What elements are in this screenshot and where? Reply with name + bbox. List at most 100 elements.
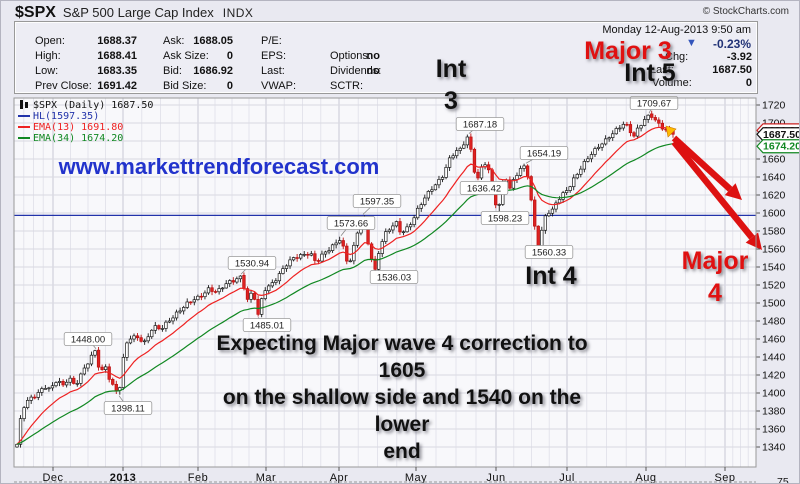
svg-text:Jun: Jun <box>486 472 505 484</box>
legend-text: $SPX (Daily) 1687.50 <box>33 100 154 111</box>
svg-text:Dec: Dec <box>42 472 63 484</box>
quote-label: Dividends: <box>330 65 382 77</box>
svg-text:1480: 1480 <box>762 316 786 328</box>
exchange: INDX <box>222 6 254 20</box>
quote-label: P/E: <box>261 35 282 47</box>
quote-label: Options: <box>330 50 371 62</box>
svg-text:1600: 1600 <box>762 208 786 220</box>
svg-text:1560.33: 1560.33 <box>532 248 566 259</box>
quote-value: 0 <box>226 50 233 62</box>
quote-label: High: <box>35 50 61 62</box>
quote-label: Prev Close: <box>35 80 92 92</box>
svg-text:1340: 1340 <box>762 442 786 454</box>
next-panel-partial-label: 75 <box>777 476 789 484</box>
svg-text:1540: 1540 <box>762 262 786 274</box>
svg-text:1460: 1460 <box>762 334 786 346</box>
legend-text: EMA(34) 1674.20 <box>33 133 124 144</box>
line-swatch-icon <box>18 122 30 131</box>
legend-text: EMA(13) 1691.80 <box>33 122 124 133</box>
svg-text:1400: 1400 <box>762 388 786 400</box>
quote-value: 1688.37 <box>97 35 137 47</box>
plot-border <box>13 97 757 468</box>
legend-item: EMA(13) 1691.80 <box>18 122 153 133</box>
quote-label: SCTR: <box>330 80 363 92</box>
svg-text:1660: 1660 <box>762 154 786 166</box>
svg-text:May: May <box>405 472 427 484</box>
legend-item: $SPX (Daily) 1687.50 <box>18 100 153 111</box>
symbol: $SPX <box>15 4 56 21</box>
legend-text: HL(1597.35) <box>33 111 100 122</box>
svg-text:1520: 1520 <box>762 280 786 292</box>
quote-value: 1688.05 <box>193 35 233 47</box>
down-triangle-icon: ▼ <box>686 37 697 49</box>
ema-13-line <box>16 126 674 445</box>
candlestick-icon <box>18 100 30 109</box>
forecast-note: Expecting Major wave 4 correction to 160… <box>216 331 588 463</box>
svg-text:1580: 1580 <box>762 226 786 238</box>
quote-label: Last: <box>261 65 285 77</box>
quote-label: VWAP: <box>261 80 297 92</box>
svg-text:1687.18: 1687.18 <box>463 120 497 131</box>
percent-change: -0.23% <box>712 37 751 51</box>
legend-item: HL(1597.35) <box>18 111 153 122</box>
quote-label: Bid: <box>163 65 182 77</box>
int-5-label: Int 5 <box>624 59 676 87</box>
price-callouts: 1448.00 1398.11 1530.94 1485.01 1573.66 1597.… <box>63 96 679 415</box>
major-4-label: Major 4 <box>681 247 749 307</box>
quote-label: Last: <box>650 64 674 76</box>
quote-value: no <box>366 50 380 62</box>
svg-text:Jul: Jul <box>559 472 575 484</box>
legend-item: EMA(34) 1674.20 <box>18 133 153 144</box>
svg-text:Feb: Feb <box>188 472 208 484</box>
svg-text:Sep: Sep <box>714 472 735 484</box>
quote-value: 1683.35 <box>97 65 137 77</box>
int-3-label: Int 3 <box>435 55 467 115</box>
quote-datetime: Monday 12-Aug-2013 9:50 am <box>602 24 751 36</box>
quote-value: 1686.92 <box>193 65 233 77</box>
svg-text:2013: 2013 <box>110 472 136 484</box>
quote-label: Volume: <box>652 77 692 89</box>
svg-text:1720: 1720 <box>762 100 786 112</box>
svg-text:1640: 1640 <box>762 172 786 184</box>
line-swatch-icon <box>18 111 30 120</box>
chart-title: $SPX S&P 500 Large Cap Index INDX <box>15 4 253 22</box>
svg-text:1687.50: 1687.50 <box>763 129 800 141</box>
line-swatch-icon <box>18 133 30 142</box>
svg-text:1620: 1620 <box>762 190 786 202</box>
svg-text:1536.03: 1536.03 <box>377 273 411 284</box>
svg-text:1597.35: 1597.35 <box>360 197 394 208</box>
svg-text:1420: 1420 <box>762 370 786 382</box>
quote-label: Bid Size: <box>163 80 207 92</box>
quote-value: -3.92 <box>726 51 752 63</box>
svg-text:1448.00: 1448.00 <box>71 335 105 346</box>
svg-text:1709.67: 1709.67 <box>637 99 671 110</box>
svg-text:1530.94: 1530.94 <box>235 259 269 270</box>
quote-label: Open: <box>35 35 65 47</box>
svg-text:Mar: Mar <box>256 472 276 484</box>
svg-text:1654.19: 1654.19 <box>527 149 561 160</box>
svg-text:1440: 1440 <box>762 352 786 364</box>
forecast-arrows <box>671 135 762 250</box>
quote-value: 0 <box>226 80 233 92</box>
svg-text:1500: 1500 <box>762 298 786 310</box>
quote-label: Chg: <box>665 51 689 63</box>
chart-legend: $SPX (Daily) 1687.50 HL(1597.35) EMA(13) 1… <box>18 100 153 144</box>
int-4-label: Int 4 <box>525 262 577 290</box>
svg-text:Apr: Apr <box>330 472 349 484</box>
svg-text:1560: 1560 <box>762 244 786 256</box>
svg-text:Aug: Aug <box>635 472 656 484</box>
svg-text:1598.23: 1598.23 <box>488 214 522 225</box>
quote-label: Ask: <box>163 35 185 47</box>
ema-34-line <box>16 143 674 445</box>
svg-text:1380: 1380 <box>762 406 786 418</box>
quote-value: 0 <box>745 77 752 89</box>
index-name: S&P 500 Large Cap Index <box>62 5 214 20</box>
quote-panel: Open: 1688.37 High: 1688.41 Low: 1683.35 Prev … <box>14 21 758 94</box>
quote-value: 1688.41 <box>97 50 137 62</box>
quote-value: 1687.50 <box>712 64 752 76</box>
svg-text:1573.66: 1573.66 <box>334 219 368 230</box>
quote-label: Ask Size: <box>163 50 209 62</box>
svg-text:1636.42: 1636.42 <box>467 184 501 195</box>
